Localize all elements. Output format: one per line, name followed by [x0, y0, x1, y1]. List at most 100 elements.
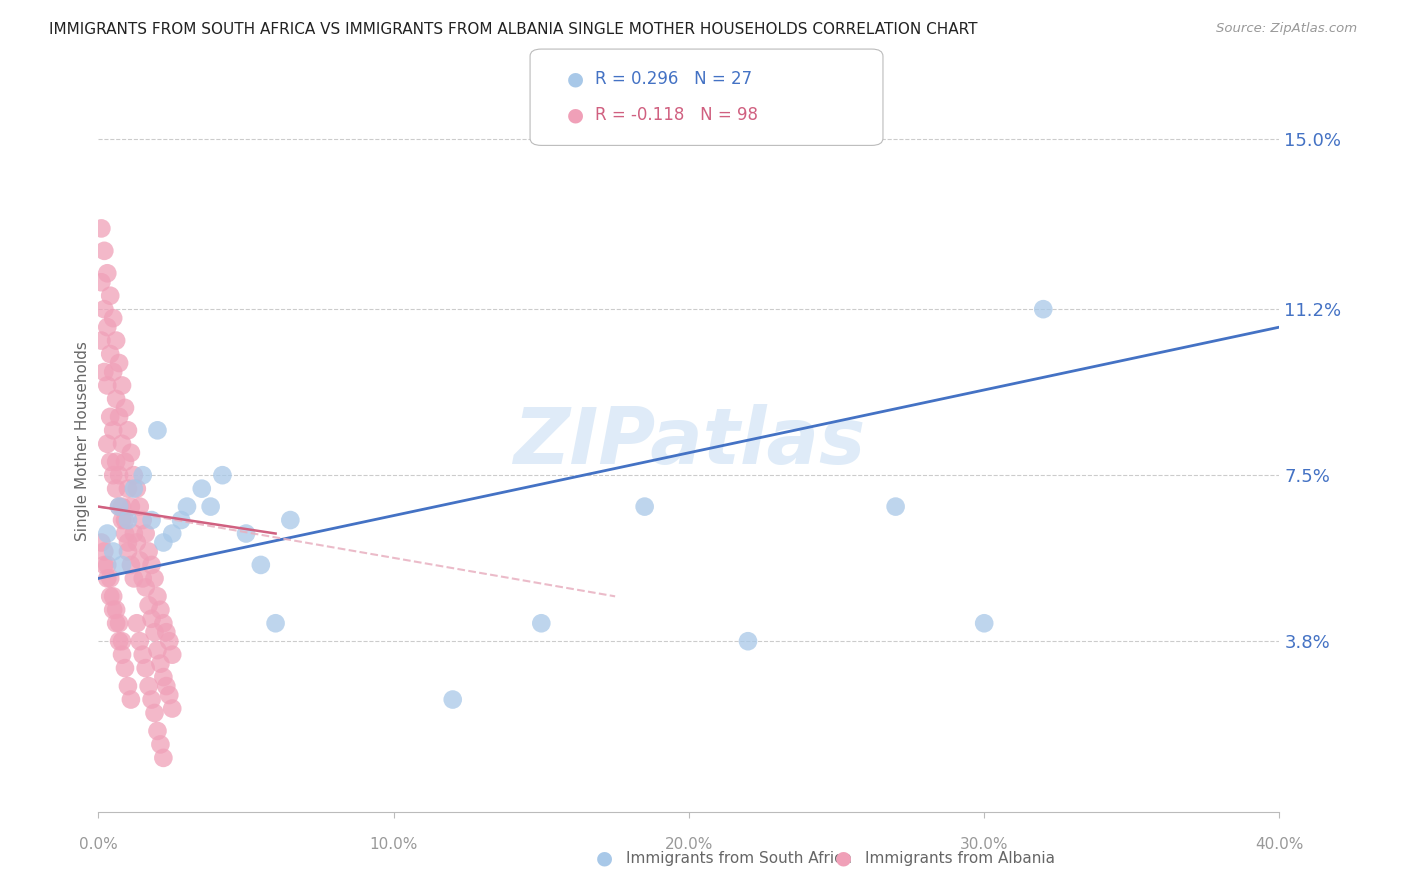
Point: [155, 625, 177, 640]
Point: [176, 500, 198, 514]
Point: [162, 701, 183, 715]
Text: ●: ●: [567, 106, 583, 125]
Point: [125, 482, 148, 496]
Point: [111, 634, 134, 648]
Point: [120, 558, 142, 572]
Point: [98, 455, 121, 469]
Point: [250, 558, 273, 572]
Point: [143, 571, 166, 585]
Point: [122, 482, 145, 496]
Point: [108, 634, 131, 648]
Point: [117, 679, 139, 693]
Point: [737, 634, 759, 648]
Point: [157, 634, 180, 648]
Point: [114, 661, 136, 675]
Point: [143, 706, 166, 720]
Point: [93, 302, 115, 317]
Point: [111, 513, 134, 527]
Point: [90, 535, 112, 549]
Point: [108, 409, 131, 424]
Point: [96, 266, 118, 280]
Point: [98, 289, 121, 303]
Point: [132, 513, 155, 527]
Point: [128, 553, 150, 567]
Point: [125, 616, 148, 631]
Text: 10.0%: 10.0%: [370, 837, 418, 852]
Point: [105, 392, 128, 406]
Point: [96, 558, 118, 572]
Point: [103, 365, 125, 379]
Point: [111, 648, 134, 662]
Text: Immigrants from Albania: Immigrants from Albania: [865, 851, 1054, 865]
Point: [162, 526, 183, 541]
Point: [103, 603, 125, 617]
Point: [634, 500, 657, 514]
Point: [120, 446, 142, 460]
Point: [122, 571, 145, 585]
Point: [191, 482, 214, 496]
Point: [146, 590, 169, 604]
Point: [149, 603, 172, 617]
Point: [146, 643, 169, 657]
Point: [132, 468, 155, 483]
Point: [152, 670, 174, 684]
Point: [96, 571, 118, 585]
Point: [105, 603, 128, 617]
Point: [120, 692, 142, 706]
Point: [103, 544, 125, 558]
Text: 0.0%: 0.0%: [79, 837, 118, 852]
Point: [90, 275, 112, 289]
Point: [93, 544, 115, 558]
Point: [141, 612, 163, 626]
Point: [200, 500, 222, 514]
Point: [93, 365, 115, 379]
Point: [973, 616, 995, 631]
Point: [105, 455, 128, 469]
Point: [96, 526, 118, 541]
Point: [108, 468, 131, 483]
Point: [152, 751, 174, 765]
Text: ●: ●: [835, 848, 852, 868]
Text: ZIPatlas: ZIPatlas: [513, 403, 865, 480]
Point: [93, 244, 115, 258]
Point: [141, 692, 163, 706]
Point: [135, 580, 157, 594]
Point: [884, 500, 907, 514]
Point: [114, 455, 136, 469]
Point: [114, 526, 136, 541]
Point: [105, 616, 128, 631]
Point: [138, 679, 160, 693]
Text: 20.0%: 20.0%: [665, 837, 713, 852]
Point: [149, 657, 172, 671]
Text: 40.0%: 40.0%: [1256, 837, 1303, 852]
Point: [146, 723, 169, 738]
Point: [103, 590, 125, 604]
Point: [114, 513, 136, 527]
Point: [117, 513, 139, 527]
Point: [103, 468, 125, 483]
Point: [135, 526, 157, 541]
Point: [530, 616, 553, 631]
Text: R = 0.296   N = 27: R = 0.296 N = 27: [595, 70, 752, 88]
Point: [108, 500, 131, 514]
Point: [108, 500, 131, 514]
Point: [98, 590, 121, 604]
Point: [128, 634, 150, 648]
Point: [93, 558, 115, 572]
Point: [155, 679, 177, 693]
Point: [103, 311, 125, 326]
Point: [135, 661, 157, 675]
Point: [96, 378, 118, 392]
Point: [280, 513, 302, 527]
Point: [111, 437, 134, 451]
Point: [98, 347, 121, 361]
Point: [105, 482, 128, 496]
Text: 30.0%: 30.0%: [960, 837, 1008, 852]
Point: [96, 320, 118, 334]
Point: [143, 625, 166, 640]
Point: [117, 423, 139, 437]
Point: [108, 616, 131, 631]
Point: [98, 409, 121, 424]
Point: [122, 468, 145, 483]
Point: [152, 535, 174, 549]
